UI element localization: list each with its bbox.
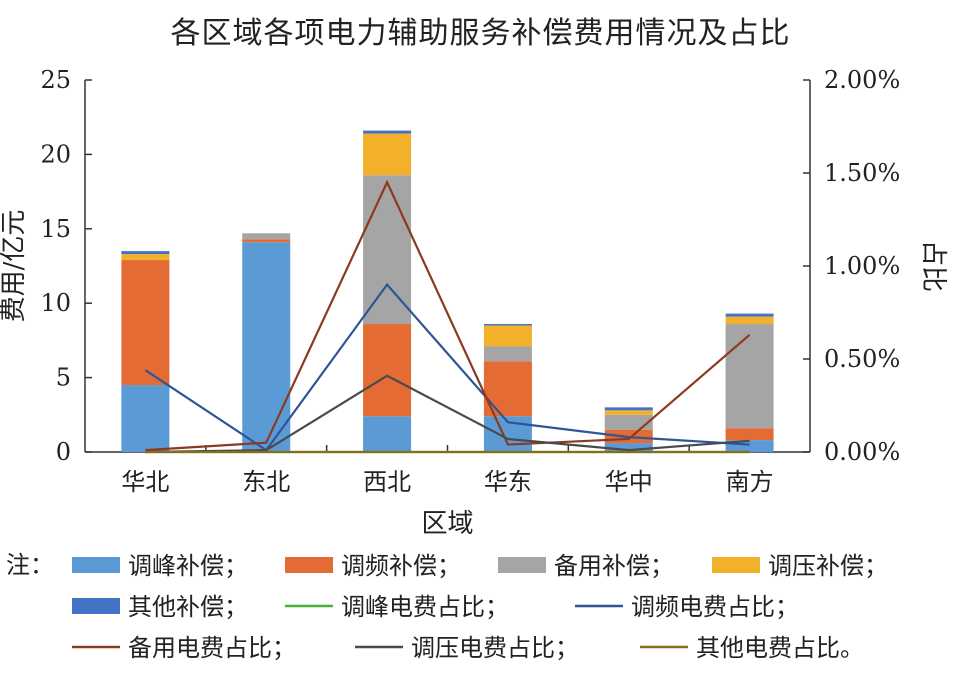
legend-item-label: 调压补偿； [768,552,888,580]
bar-segment [725,316,774,325]
bar-segment [121,251,170,255]
bar-segment [121,254,170,261]
legend-swatch [72,557,120,573]
bar-segment [604,443,653,452]
bar-segment [725,324,774,429]
bar-segment [363,130,412,134]
x-tick-label: 东北 [242,468,290,496]
y-axis-title: 费用/亿元 [0,210,29,323]
x-tick-label: 南方 [726,468,774,496]
bar-segment [363,175,412,325]
legend-swatch [498,557,546,573]
legend-swatch [712,557,760,573]
y2-tick-label: 0.50% [824,345,900,373]
y2-tick-label: 1.50% [824,159,900,187]
legend-item-label: 调峰电费占比； [341,593,509,621]
legend-item-label: 调峰补偿； [128,552,248,580]
y2-tick-label: 0.00% [824,438,900,466]
legend: 注： 调峰补偿； 调频补偿； 备用补偿； 调压补偿； 其他补偿； 调峰电费占比； 调频电费占比… [6,551,888,662]
bar-segment [121,260,170,386]
x-tick-label: 华东 [484,468,532,496]
bar-segment [363,416,412,452]
bar-segment [483,346,532,362]
chart-title: 各区域各项电力辅助服务补偿费用情况及占比 [170,16,791,51]
bar-segment [604,410,653,415]
bar-segment [483,325,532,347]
x-tick-label: 华中 [605,468,653,496]
bar-segment [242,239,291,243]
bar-segment [725,313,774,317]
bar-segment [242,233,291,240]
x-tick-label: 华北 [121,468,169,496]
legend-item-label: 备用电费占比； [128,634,296,662]
series-line [145,179,751,452]
y2-tick-label: 2.00% [824,66,900,94]
legend-prefix: 注： [6,551,54,579]
legend-swatch [72,598,120,614]
legend-item-label: 调频电费占比； [631,593,799,621]
bar-segment [725,428,774,441]
x-axis-title: 区域 [421,509,473,539]
y2-axis-title: 占比 [918,240,948,292]
bar-segment [483,361,532,417]
bar-segment [363,133,412,176]
legend-item-label: 备用补偿； [554,552,674,580]
bar-segment [725,440,774,452]
bar-segment [242,242,291,452]
bar-segment [483,324,532,326]
bar-segment [121,385,170,452]
series-line [145,374,750,454]
bar-segment [604,414,653,430]
legend-item-label: 其他补偿； [128,593,248,621]
series-line [144,282,750,452]
legend-swatch [285,557,333,573]
lines [144,179,751,454]
y-tick-label: 0 [56,438,71,466]
y-tick-label: 15 [40,215,71,243]
bar-segment [363,324,412,417]
x-tick-label: 西北 [363,468,411,496]
y-tick-label: 25 [40,66,71,94]
y-tick-label: 10 [40,289,71,317]
y2-tick-label: 1.00% [824,252,900,280]
legend-item-label: 调频补偿； [341,552,461,580]
legend-item-label: 调压电费占比； [411,634,579,662]
y-tick-label: 20 [40,140,71,168]
bar-segment [604,407,653,411]
bars [121,130,774,452]
y-tick-label: 5 [56,364,71,392]
legend-item-label: 其他电费占比。 [696,634,864,662]
